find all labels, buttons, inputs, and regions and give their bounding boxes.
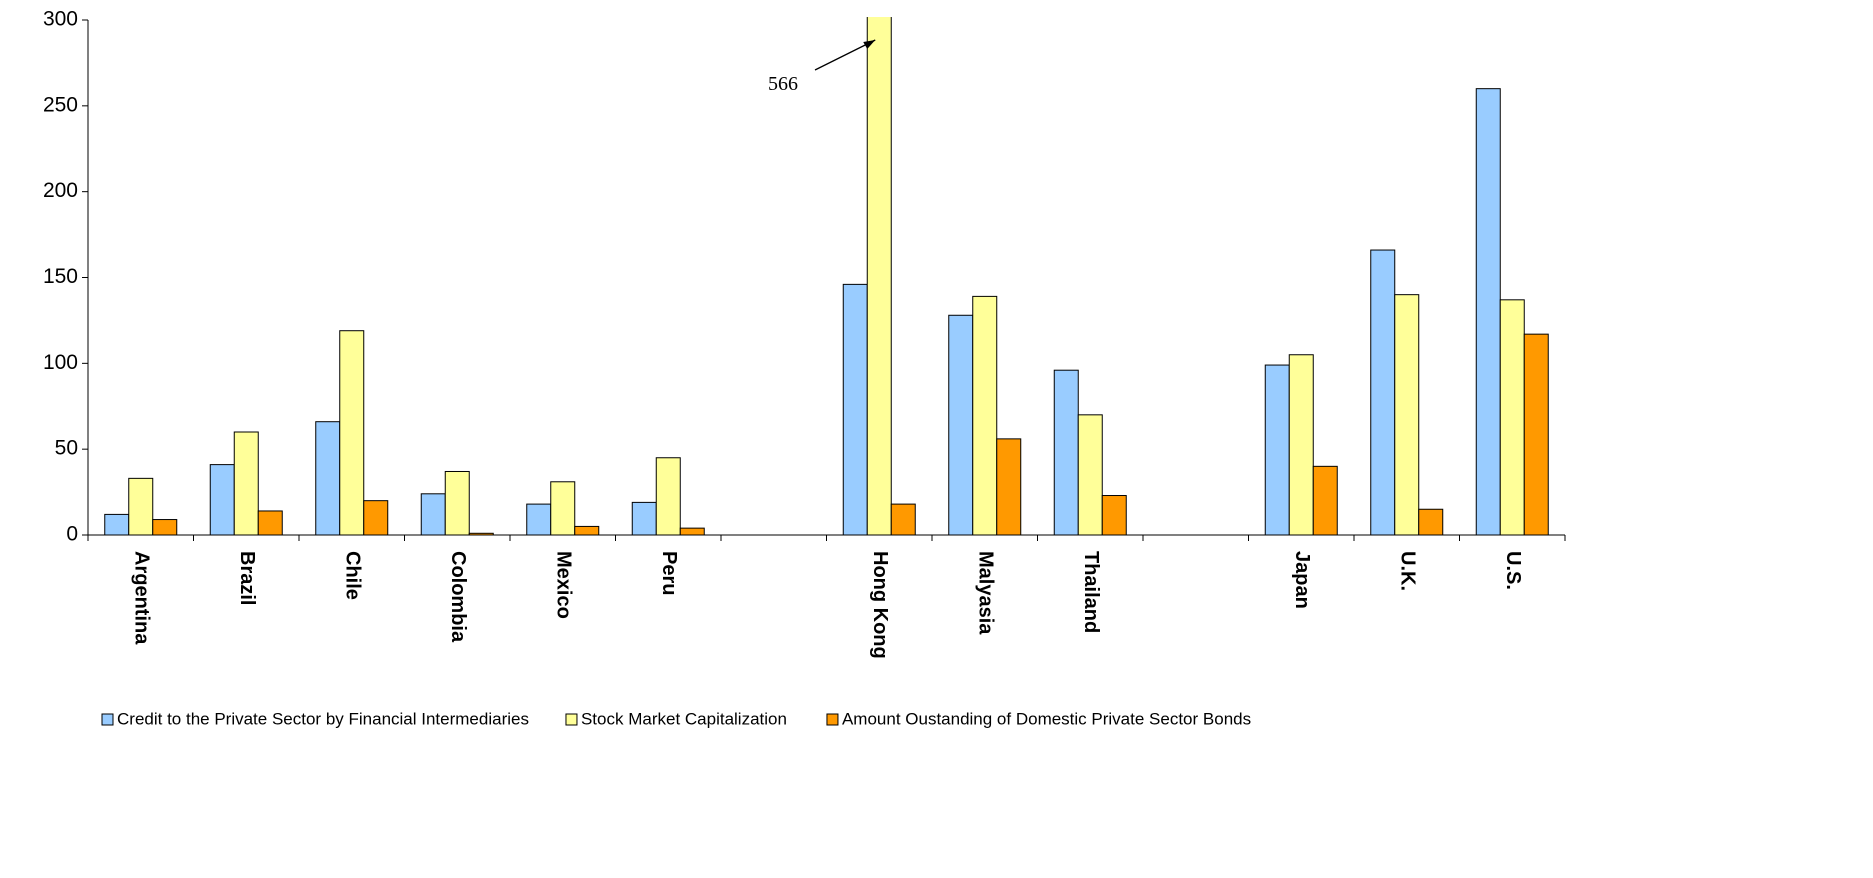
bar — [444, 470, 470, 536]
x-tick-label: Hong Kong — [869, 551, 891, 659]
legend-swatch — [826, 713, 839, 726]
y-tick-label: 0 — [66, 523, 78, 546]
bar — [948, 314, 974, 536]
legend-label: Credit to the Private Sector by Financia… — [117, 709, 529, 728]
bar — [128, 477, 154, 536]
bar — [209, 464, 235, 536]
legend-label: Stock Market Capitalization — [581, 709, 787, 728]
y-tick-label: 300 — [43, 8, 78, 31]
x-tick-label: Chile — [341, 551, 363, 600]
x-tick-label: Thailand — [1080, 551, 1102, 633]
bar — [152, 519, 178, 536]
x-tick-label: Malyasia — [974, 551, 996, 635]
arrow-head — [863, 40, 876, 49]
x-tick-label: U.K. — [1396, 551, 1418, 591]
bar — [1475, 88, 1501, 536]
bar — [972, 295, 998, 536]
legend-swatch — [101, 713, 114, 726]
bar — [1053, 369, 1079, 536]
x-tick-label: Peru — [658, 551, 680, 595]
bar — [363, 500, 389, 536]
y-tick-label: 150 — [43, 265, 78, 288]
legend-label: Amount Oustanding of Domestic Private Se… — [842, 709, 1251, 728]
plot-area — [104, 17, 1549, 536]
legend-swatch — [565, 713, 578, 726]
bar — [1288, 354, 1314, 536]
y-tick-label: 50 — [55, 437, 78, 460]
bar — [842, 283, 868, 536]
x-tick-label: Argentina — [130, 551, 152, 645]
x-tick-label: Colombia — [447, 551, 469, 643]
value-label: 566 — [768, 73, 798, 95]
y-tick-label: 250 — [43, 93, 78, 116]
y-tick-label: 200 — [43, 179, 78, 202]
bar — [1101, 495, 1127, 536]
y-tick-label: 100 — [43, 351, 78, 374]
bar — [339, 330, 365, 536]
bar — [866, 17, 892, 536]
bar — [1394, 294, 1420, 536]
bar — [1523, 333, 1549, 536]
bar — [104, 513, 130, 536]
bar — [233, 431, 259, 536]
bar — [679, 527, 705, 536]
x-tick-label: Mexico — [552, 551, 574, 619]
bar — [631, 501, 657, 536]
bar — [1370, 249, 1396, 536]
x-tick-label: Brazil — [236, 551, 258, 605]
bar — [890, 503, 916, 536]
bar — [996, 438, 1022, 536]
bar — [315, 421, 341, 536]
x-tick-label: Japan — [1291, 551, 1313, 609]
bar — [1312, 465, 1338, 536]
bar — [655, 457, 681, 536]
bar — [1264, 364, 1290, 536]
bar — [526, 503, 552, 536]
bar — [257, 510, 283, 536]
bar — [1499, 299, 1525, 536]
x-tick-label: U.S. — [1502, 551, 1524, 590]
bar — [1418, 508, 1444, 536]
bar — [550, 481, 576, 536]
bar — [574, 525, 600, 536]
bar — [1077, 414, 1103, 536]
bar — [420, 493, 446, 536]
